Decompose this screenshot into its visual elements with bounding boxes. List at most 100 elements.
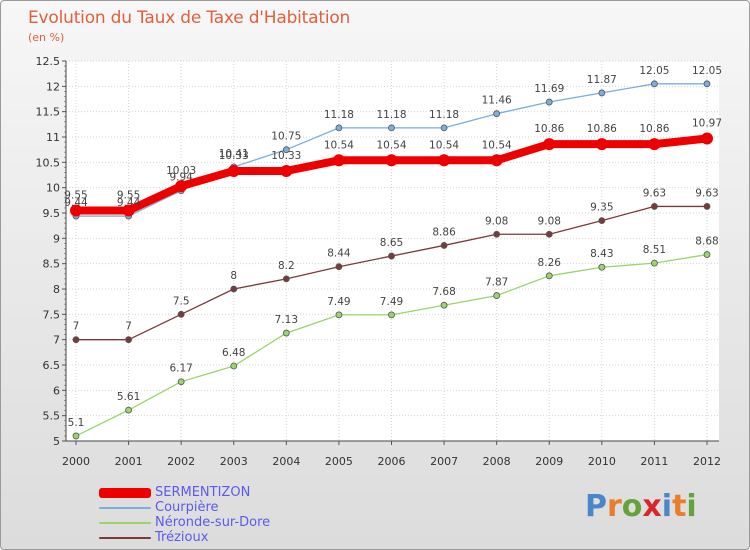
legend-swatch <box>99 521 151 524</box>
data-label: 7.87 <box>485 277 508 289</box>
x-tick-label: 2008 <box>483 455 511 468</box>
data-point <box>227 164 240 177</box>
data-label: 10.54 <box>429 139 459 151</box>
legend-label: SERMENTIZON <box>155 485 251 500</box>
x-tick-label: 2005 <box>325 455 353 468</box>
data-label: 7.49 <box>380 296 403 308</box>
data-label: 9.44 <box>117 197 141 209</box>
y-tick-label: 11.5 <box>36 106 61 119</box>
data-point <box>703 203 711 210</box>
logo-letter: t <box>672 489 687 524</box>
y-tick-label: 9.5 <box>43 207 61 220</box>
data-label: 10.86 <box>639 123 669 135</box>
legend-swatch <box>99 487 151 498</box>
data-label: 10.75 <box>271 131 301 143</box>
data-label: 8.65 <box>380 237 403 249</box>
data-label: 10.33 <box>219 150 249 162</box>
data-label: 10.41 <box>219 148 249 160</box>
data-point <box>335 311 343 319</box>
data-point <box>545 98 553 106</box>
data-point <box>598 217 606 225</box>
data-label: 10.54 <box>482 139 512 151</box>
data-label: 11.69 <box>534 83 564 95</box>
y-tick-label: 6.5 <box>43 359 61 372</box>
data-label: 12.05 <box>639 65 669 77</box>
x-tick-label: 2002 <box>167 455 195 468</box>
x-tick-label: 2009 <box>535 455 563 468</box>
data-label: 7 <box>125 321 132 333</box>
data-point <box>493 230 501 238</box>
data-label: 10.86 <box>587 123 617 135</box>
data-label: 7 <box>73 321 80 333</box>
data-point <box>703 251 711 258</box>
legend-swatch <box>99 506 151 509</box>
logo-letter: x <box>642 489 662 524</box>
y-tick-label: 9 <box>53 232 60 245</box>
data-point <box>490 154 503 167</box>
logo-letter: o <box>621 489 643 524</box>
legend-label: Néronde-sur-Dore <box>155 515 271 530</box>
data-point <box>335 124 343 132</box>
data-point <box>438 154 451 167</box>
data-label: 9.55 <box>64 189 87 201</box>
x-tick-label: 2012 <box>693 455 721 468</box>
data-point <box>545 272 553 280</box>
proxiti-logo: Proxiti <box>585 489 697 524</box>
data-point <box>598 263 606 271</box>
data-label: 9.08 <box>485 215 508 227</box>
data-point <box>175 180 188 193</box>
data-point <box>332 154 345 167</box>
data-point <box>282 275 290 283</box>
legend-swatch <box>99 536 151 539</box>
data-point <box>388 124 395 132</box>
data-label: 10.54 <box>376 139 406 151</box>
y-tick-label: 10 <box>46 182 60 195</box>
data-label: 8.44 <box>327 248 351 260</box>
data-point <box>651 80 658 88</box>
data-point <box>595 138 608 151</box>
data-point <box>335 263 343 271</box>
data-point <box>70 204 82 217</box>
data-label: 10.86 <box>534 123 564 135</box>
data-point <box>72 432 80 440</box>
x-tick-label: 2004 <box>272 455 300 468</box>
data-label: 9.63 <box>695 187 718 199</box>
data-label: 11.87 <box>587 74 617 86</box>
x-tick-label: 2003 <box>220 455 248 468</box>
chart-unit-label: (en %) <box>28 31 65 44</box>
data-label: 8.2 <box>278 260 295 272</box>
data-point <box>388 311 395 319</box>
data-point <box>385 154 398 167</box>
data-label: 7.5 <box>173 295 190 307</box>
logo-letter: P <box>585 489 607 524</box>
data-point <box>125 406 132 414</box>
data-point <box>440 242 448 249</box>
y-tick-label: 7.5 <box>43 308 61 321</box>
data-point <box>440 301 448 309</box>
data-label: 12.05 <box>692 65 722 77</box>
legend-label: Trézioux <box>155 530 209 545</box>
y-tick-label: 11 <box>46 131 60 144</box>
data-label: 9.44 <box>64 197 88 209</box>
logo-letter: i <box>686 489 697 524</box>
data-label: 8.68 <box>695 236 718 248</box>
data-label: 11.18 <box>429 109 459 121</box>
data-label: 9.63 <box>643 187 666 199</box>
data-point <box>280 164 293 177</box>
data-label: 8.51 <box>643 244 666 256</box>
data-point <box>122 204 135 217</box>
x-tick-label: 2010 <box>588 455 616 468</box>
data-point <box>703 80 711 88</box>
data-label: 7.13 <box>275 314 298 326</box>
data-point <box>493 292 501 299</box>
data-point <box>230 362 238 370</box>
data-label: 9.08 <box>538 215 561 227</box>
data-label: 9.35 <box>590 202 613 214</box>
legend-label: Courpière <box>155 500 219 515</box>
data-label: 5.61 <box>117 391 140 403</box>
x-tick-label: 2011 <box>640 455 668 468</box>
data-label: 6.48 <box>222 347 245 359</box>
y-tick-label: 12.5 <box>36 55 61 68</box>
data-point <box>125 336 132 344</box>
